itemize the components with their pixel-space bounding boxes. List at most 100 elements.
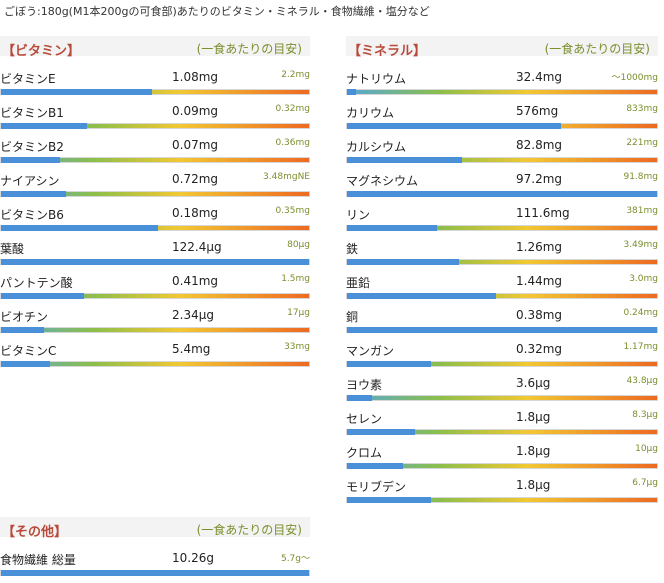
nutrient-row: 銅 0.38mg 0.24mg [346,300,658,334]
nutrient-row: マンガン 0.32mg 1.17mg [346,334,658,368]
nutrient-gauge [0,570,310,576]
nutrient-gauge [0,191,310,197]
nutrient-row: 葉酸 122.4μg 80μg [0,232,310,266]
nutrient-row: リン 111.6mg 381mg [346,198,658,232]
nutrient-name: カルシウム [346,140,407,154]
nutrient-target: 1.5mg [281,274,310,284]
nutrient-row: ビタミンC 5.4mg 33mg [0,334,310,368]
other-section-note: (一食あたりの目安) [196,523,302,537]
nutrient-gauge-fill [1,191,66,197]
nutrient-name: 銅 [346,310,359,324]
nutrient-amount: 0.18mg [172,206,219,220]
page-caption: ごぼう:180g(M1本200gの可食部)あたりのビタミン・ミネラル・食物繊維・… [4,5,430,18]
nutrient-gauge [346,225,658,231]
nutrient-amount: 0.32mg [516,342,563,356]
nutrient-gauge-fill [1,570,309,576]
nutrient-gauge [346,327,658,333]
nutrient-target: 17μg [287,308,310,318]
nutrient-row: ビタミンB1 0.09mg 0.32mg [0,96,310,130]
nutrient-gauge [0,293,310,299]
nutrient-target: 10μg [635,444,658,454]
nutrient-name: クロム [346,446,383,460]
nutrient-row: モリブデン 1.8μg 6.7μg [346,470,658,504]
nutrient-gauge-fill [347,327,657,333]
nutrient-row: 食物繊維 総量 10.26g 5.7g～ [0,543,310,577]
nutrient-name: リン [346,208,371,222]
nutrient-amount: 1.8μg [516,478,551,492]
nutrient-gauge-fill [347,463,403,469]
nutrient-row: パントテン酸 0.41mg 1.5mg [0,266,310,300]
nutrient-target: 3.49mg [623,240,658,250]
nutrient-target: 381mg [626,206,658,216]
nutrient-row: ナトリウム 32.4mg ～1000mg [346,62,658,96]
nutrient-gauge [346,497,658,503]
nutrient-gauge-fill [347,395,372,401]
nutrient-amount: 0.38mg [516,308,563,322]
nutrient-target: 8.3μg [632,410,658,420]
nutrient-gauge [346,89,658,95]
nutrient-gauge-fill [1,259,309,265]
nutrient-gauge [0,123,310,129]
nutrient-amount: 1.44mg [516,274,563,288]
vitamin-section: 【ビタミン】 (一食あたりの目安) ビタミンE 1.08mg 2.2mg ビタミンB1… [0,36,310,376]
nutrient-row: ビオチン 2.34μg 17μg [0,300,310,334]
nutrient-row: ビタミンE 1.08mg 2.2mg [0,62,310,96]
mineral-section-title: 【ミネラル】 [348,44,427,59]
other-section-title: 【その他】 [2,525,68,540]
nutrient-target: 0.36mg [275,138,310,148]
nutrient-amount: 1.26mg [516,240,563,254]
nutrient-amount: 82.8mg [516,138,563,152]
nutrient-amount: 3.6μg [516,376,551,390]
nutrient-amount: 97.2mg [516,172,563,186]
nutrient-target: 3.48mgNE [263,172,310,182]
nutrient-name: パントテン酸 [0,276,73,290]
nutrient-row: 鉄 1.26mg 3.49mg [346,232,658,266]
nutrient-amount: 1.08mg [172,70,219,84]
nutrient-target: 80μg [287,240,310,250]
nutrient-row: セレン 1.8μg 8.3μg [346,402,658,436]
nutrient-name: カリウム [346,106,395,120]
nutrient-gauge [346,395,658,401]
nutrient-target: 5.7g～ [280,554,310,564]
nutrient-amount: 2.34μg [172,308,214,322]
nutrient-gauge-fill [1,327,45,333]
nutrient-gauge [346,361,658,367]
vitamin-section-title: 【ビタミン】 [2,44,81,59]
nutrient-row: ビタミンB2 0.07mg 0.36mg [0,130,310,164]
nutrient-gauge-fill [1,123,88,129]
nutrient-target: 0.32mg [275,104,310,114]
nutrient-amount: 576mg [516,104,559,118]
nutrient-gauge-fill [347,259,459,265]
nutrient-name: 鉄 [346,242,359,256]
nutrient-name: セレン [346,412,383,426]
nutrient-gauge [0,327,310,333]
nutrient-target: 2.2mg [281,70,310,80]
nutrient-target: 43.8μg [626,376,658,386]
nutrient-name: 食物繊維 総量 [0,553,76,567]
nutrient-gauge-fill [1,225,159,231]
nutrient-amount: 0.72mg [172,172,219,186]
nutrient-gauge [346,157,658,163]
nutrient-name: 亜鉛 [346,276,371,290]
nutrient-gauge [0,259,310,265]
nutrient-amount: 0.09mg [172,104,219,118]
nutrient-gauge-fill [347,225,437,231]
vitamin-section-note: (一食あたりの目安) [196,42,302,56]
nutrient-gauge [0,89,310,95]
nutrient-gauge-fill [347,191,657,197]
nutrient-row: マグネシウム 97.2mg 91.8mg [346,164,658,198]
nutrient-gauge-fill [1,361,51,367]
nutrient-target: ～1000mg [611,73,658,83]
mineral-section-note: (一食あたりの目安) [544,42,650,56]
nutrient-gauge [346,259,658,265]
nutrient-target: 221mg [626,138,658,148]
nutrient-name: モリブデン [346,480,407,494]
nutrient-row: カリウム 576mg 833mg [346,96,658,130]
nutrient-row: カルシウム 82.8mg 221mg [346,130,658,164]
nutrient-amount: 1.8μg [516,410,551,424]
nutrient-row: クロム 1.8μg 10μg [346,436,658,470]
nutrient-row: ビタミンB6 0.18mg 0.35mg [0,198,310,232]
nutrient-name: マンガン [346,344,395,358]
nutrient-gauge [346,429,658,435]
nutrient-amount: 32.4mg [516,70,563,84]
